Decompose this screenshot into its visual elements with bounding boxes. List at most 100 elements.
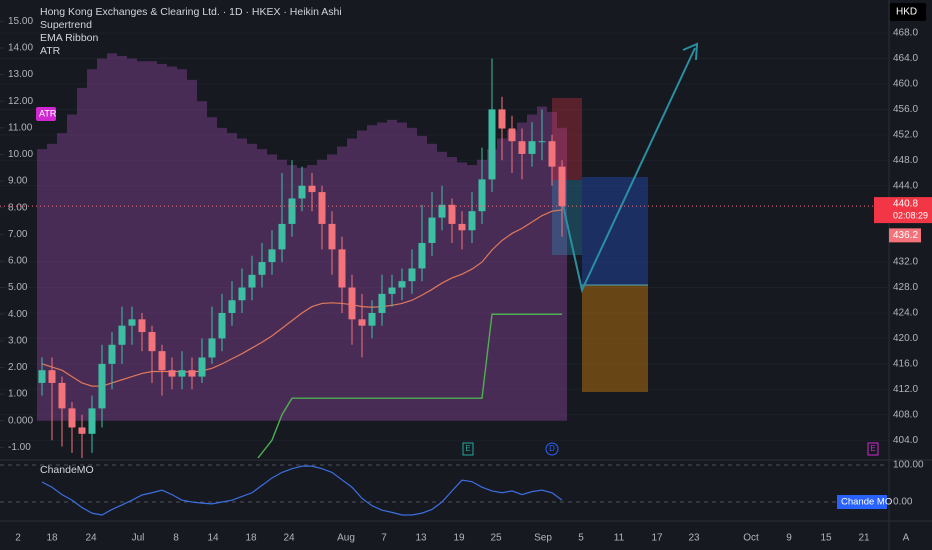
- candle-body: [558, 166, 566, 207]
- atr-bar: [547, 111, 557, 421]
- candle-body: [318, 192, 326, 224]
- candle-body: [428, 217, 436, 243]
- atr-bar: [507, 130, 517, 421]
- x-tick-label: Aug: [337, 533, 355, 544]
- candle-body: [208, 338, 216, 358]
- projection-arrow: [562, 47, 696, 294]
- event-label: E: [465, 444, 470, 453]
- atr-bar: [87, 69, 97, 421]
- atr-bar: [117, 55, 127, 421]
- atr-bar: [157, 63, 167, 421]
- atr-tick-label: 11.00: [8, 122, 33, 133]
- osc-tick-label: 0.00: [893, 497, 913, 508]
- y-tick-label: 424.0: [893, 308, 918, 319]
- x-tick-label: 13: [415, 533, 427, 544]
- atr-bar: [367, 125, 377, 421]
- atr-bar: [77, 87, 87, 421]
- x-tick-label: 21: [858, 533, 870, 544]
- candle-body: [228, 300, 236, 313]
- atr-bar: [377, 122, 387, 421]
- x-tick-label: 24: [283, 533, 295, 544]
- atr-bar: [497, 138, 507, 421]
- candle-body: [298, 185, 306, 199]
- candle-body: [338, 249, 346, 288]
- candle-body: [528, 141, 536, 154]
- y-tick-label: 404.0: [893, 435, 918, 446]
- candle-body: [248, 274, 256, 288]
- atr-bar: [217, 127, 227, 421]
- y-tick-label: 416.0: [893, 358, 918, 369]
- atr-tick-label: 12.00: [8, 96, 33, 107]
- candle-body: [218, 312, 226, 339]
- atr-tick-label: 13.00: [8, 69, 33, 80]
- x-tick-label: 18: [46, 533, 58, 544]
- atr-bar: [537, 106, 547, 421]
- chart-title: Hong Kong Exchanges & Clearing Ltd. · 1D…: [40, 6, 342, 18]
- candle-body: [58, 382, 66, 409]
- atr-bar: [447, 157, 457, 421]
- atr-tick-label: 5.00: [8, 282, 28, 293]
- x-tick-label: 25: [490, 533, 502, 544]
- candle-body: [238, 287, 246, 301]
- atr-bar: [147, 61, 157, 421]
- y-tick-label: 456.0: [893, 104, 918, 115]
- arrow-head: [682, 42, 699, 61]
- low-price: 436.2: [893, 230, 918, 241]
- atr-bar: [307, 165, 317, 421]
- atr-bar: [277, 159, 287, 421]
- supertrend-line: [257, 313, 562, 458]
- candle-body: [368, 312, 376, 326]
- currency-box: [890, 3, 926, 21]
- candle-body: [358, 319, 366, 326]
- x-tick-label: 2: [15, 533, 21, 544]
- y-tick-label: 460.0: [893, 79, 918, 90]
- y-tick-label: 408.0: [893, 409, 918, 420]
- atr-tick-label: 9.00: [8, 176, 28, 187]
- oscillator-name: ChandeMO: [40, 464, 94, 476]
- position-tool: [552, 42, 699, 392]
- candle-body: [38, 370, 46, 383]
- atr-tick-label: 3.00: [8, 335, 28, 346]
- candle-body: [448, 204, 456, 224]
- x-tick-label: 24: [85, 533, 97, 544]
- atr-bar: [207, 117, 217, 421]
- atr-bar: [457, 162, 467, 421]
- y-tick-label: 420.0: [893, 333, 918, 344]
- x-tick-label: 9: [786, 533, 792, 544]
- currency: HKD: [896, 7, 917, 18]
- chande-line: [41, 465, 563, 516]
- atr-bar: [357, 130, 367, 421]
- atr-tick-label: 6.00: [8, 256, 28, 267]
- atr-bar: [227, 133, 237, 421]
- last-price-box: [874, 197, 932, 224]
- atr-bar: [187, 79, 197, 421]
- atr-bar: [467, 165, 477, 421]
- atr-bar: [47, 143, 57, 421]
- atr-tick-label: 15.00: [8, 16, 33, 27]
- candle-body: [478, 179, 486, 212]
- candle-body: [458, 223, 466, 231]
- x-tick-label: 15: [820, 533, 832, 544]
- countdown: 02:08:29: [893, 210, 928, 220]
- ema-line: [41, 209, 563, 387]
- entry-zone: [552, 180, 582, 255]
- x-tick-label: Jul: [132, 533, 145, 544]
- atr-tick-label: 14.00: [8, 43, 33, 54]
- event-label: E: [870, 444, 875, 453]
- atr-bar: [177, 69, 187, 421]
- candle-body: [438, 204, 446, 218]
- oscillator-layer: [0, 464, 888, 516]
- atr-bar: [167, 66, 177, 421]
- candle-body: [98, 363, 106, 409]
- x-tick-label: 23: [688, 533, 700, 544]
- x-tick-label: A: [903, 533, 910, 544]
- candle-body: [188, 370, 196, 377]
- last-price: 440.8: [893, 199, 918, 210]
- candle-body: [198, 357, 206, 377]
- candle-body: [118, 325, 126, 345]
- y-tick-label: 412.0: [893, 384, 918, 395]
- atr-bar: [557, 127, 567, 421]
- x-tick-label: 14: [207, 533, 219, 544]
- candle-body: [88, 408, 96, 434]
